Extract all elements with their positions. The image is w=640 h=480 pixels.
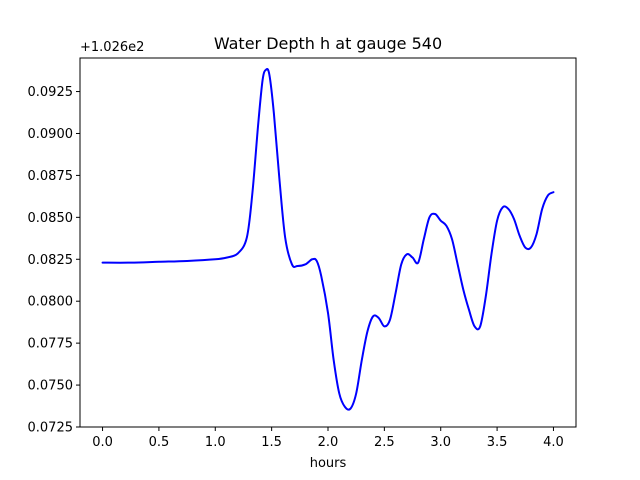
y-tick-label: 0.0775 — [28, 337, 74, 352]
x-axis: 0.0 0.5 1.0 1.5 2.0 2.5 3.0 3.5 4.0 — [92, 427, 564, 450]
x-tick-label: 3.5 — [487, 435, 508, 450]
y-tick-label: 0.0825 — [28, 253, 74, 268]
y-tick-label: 0.0800 — [28, 295, 74, 310]
x-tick-label: 2.0 — [318, 435, 339, 450]
chart-title: Water Depth h at gauge 540 — [214, 34, 442, 53]
series-line — [101, 68, 555, 411]
y-axis: 0.0725 0.0750 0.0775 0.0800 0.0825 0.0850 0.08… — [28, 85, 80, 436]
y-offset-label: +1.026e2 — [80, 40, 144, 55]
y-tick-label: 0.0900 — [28, 127, 74, 142]
x-tick-label: 0.0 — [92, 435, 113, 450]
x-tick-label: 3.0 — [430, 435, 451, 450]
y-tick-label: 0.0925 — [28, 85, 74, 100]
y-tick-label: 0.0875 — [28, 169, 74, 184]
x-tick-label: 4.0 — [543, 435, 564, 450]
y-tick-label: 0.0850 — [28, 211, 74, 226]
y-tick-label: 0.0725 — [28, 421, 74, 436]
y-tick-label: 0.0750 — [28, 379, 74, 394]
x-tick-label: 0.5 — [149, 435, 170, 450]
plot-area — [80, 58, 576, 427]
x-tick-label: 1.0 — [205, 435, 226, 450]
x-tick-label: 2.5 — [374, 435, 395, 450]
plot-frame — [79, 57, 577, 428]
x-axis-label: hours — [310, 456, 347, 471]
x-tick-label: 1.5 — [261, 435, 282, 450]
